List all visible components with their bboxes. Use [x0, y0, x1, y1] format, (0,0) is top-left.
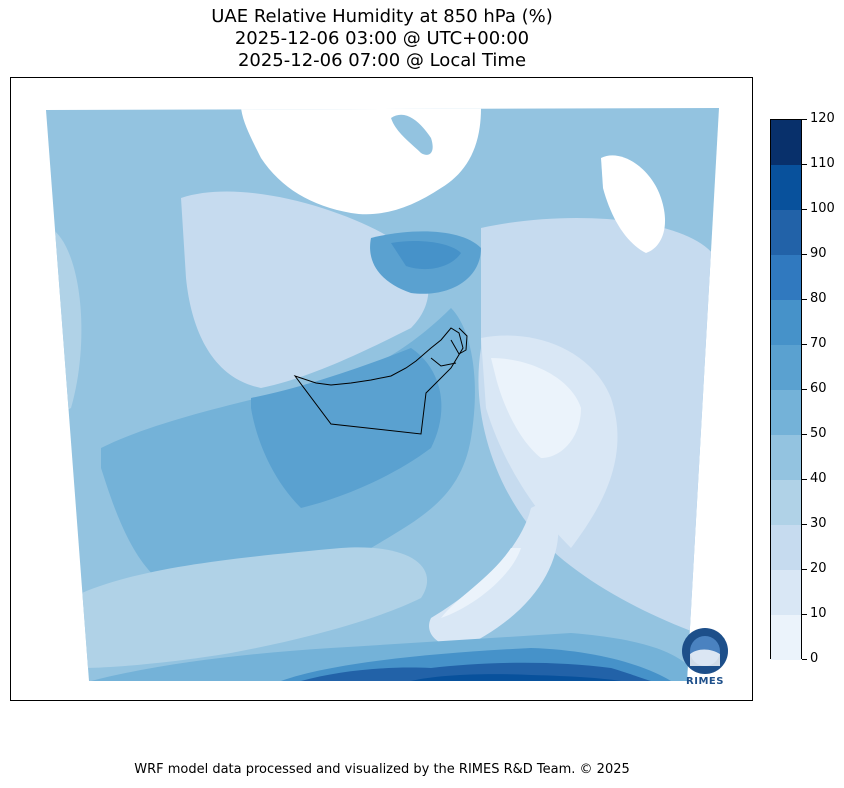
- colorbar-tick-label: 90: [810, 246, 827, 261]
- colorbar-segment: [771, 615, 801, 660]
- colorbar-tick-label: 110: [810, 156, 835, 171]
- title-line-1: UAE Relative Humidity at 850 hPa (%): [211, 6, 553, 27]
- colorbar-tick-mark: [802, 524, 807, 525]
- colorbar-segment: [771, 525, 801, 570]
- colorbar-tick-mark: [802, 614, 807, 615]
- colorbar-tick-mark: [802, 479, 807, 480]
- colorbar-segment: [771, 210, 801, 255]
- rimes-emblem-icon: [682, 628, 728, 674]
- colorbar-tick-label: 0: [810, 651, 819, 666]
- colorbar-tick-mark: [802, 434, 807, 435]
- colorbar-tick-mark: [802, 569, 807, 570]
- colorbar-segment: [771, 390, 801, 435]
- colorbar-tick-mark: [802, 119, 807, 120]
- uae-border: [293, 327, 468, 435]
- colorbar-segment: [771, 165, 801, 210]
- colorbar-segment: [771, 120, 801, 165]
- colorbar-segment: [771, 345, 801, 390]
- colorbar-segment: [771, 435, 801, 480]
- logo-text: RIMES: [686, 676, 724, 687]
- colorbar-segment: [771, 480, 801, 525]
- colorbar-tick-label: 80: [810, 291, 827, 306]
- colorbar-tick-label: 70: [810, 336, 827, 351]
- humidity-field: [46, 108, 719, 681]
- colorbar-tick-mark: [802, 389, 807, 390]
- colorbar-segment: [771, 300, 801, 345]
- map-panel: [10, 77, 753, 701]
- colorbar-tick-label: 40: [810, 471, 827, 486]
- colorbar-tick-mark: [802, 209, 807, 210]
- colorbar-tick-mark: [802, 254, 807, 255]
- rimes-logo: RIMES: [680, 626, 730, 688]
- colorbar-tick-mark: [802, 659, 807, 660]
- footer-credit: WRF model data processed and visualized …: [134, 762, 630, 777]
- title-line-3: 2025-12-06 07:00 @ Local Time: [237, 50, 527, 71]
- colorbar-tick-label: 120: [810, 111, 835, 126]
- colorbar: [770, 119, 802, 660]
- colorbar-tick-label: 50: [810, 426, 827, 441]
- colorbar-tick-label: 10: [810, 606, 827, 621]
- title-line-2: 2025-12-06 03:00 @ UTC+00:00: [234, 28, 530, 49]
- colorbar-tick-mark: [802, 164, 807, 165]
- colorbar-segment: [771, 570, 801, 615]
- colorbar-tick-mark: [802, 299, 807, 300]
- colorbar-tick-label: 100: [810, 201, 835, 216]
- colorbar-tick-label: 30: [810, 516, 827, 531]
- colorbar-tick-label: 20: [810, 561, 827, 576]
- colorbar-tick-mark: [802, 344, 807, 345]
- colorbar-tick-label: 60: [810, 381, 827, 396]
- colorbar-segment: [771, 255, 801, 300]
- chart-title: UAE Relative Humidity at 850 hPa (%) 202…: [0, 6, 764, 72]
- humidity-map: [46, 108, 719, 681]
